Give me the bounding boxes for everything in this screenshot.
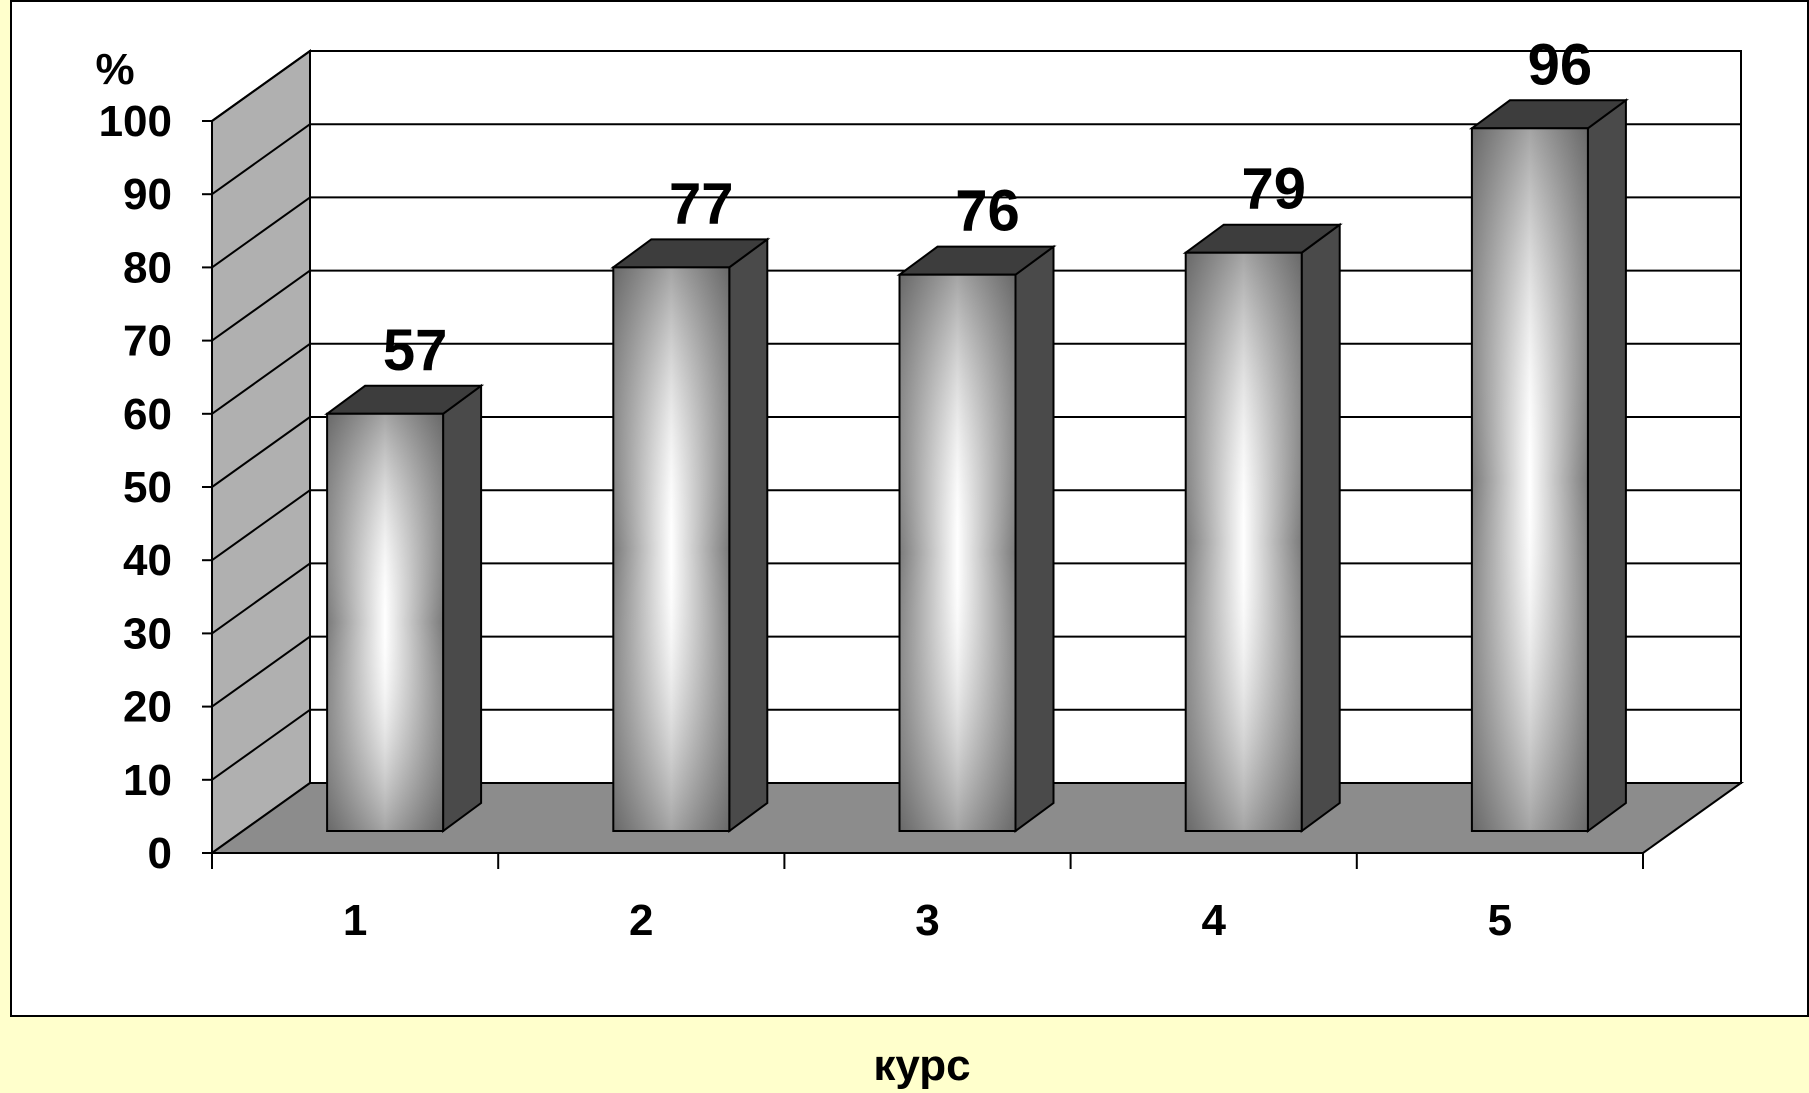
x-axis-title: курс [873,1041,970,1090]
side-gridline [211,708,311,781]
y-tick-label: 10 [123,756,172,805]
x-tick-label: 2 [629,896,653,945]
side-gridline [211,489,311,562]
side-gridline [211,123,311,196]
bar-side-face [1014,244,1055,833]
y-tick-label: 70 [123,317,172,366]
x-tick-label: 3 [915,896,939,945]
x-tick-label: 5 [1488,896,1512,945]
y-tick-label: 20 [123,683,172,732]
side-gridline [211,342,311,415]
bar [324,383,485,833]
data-label: 96 [1528,32,1593,97]
side-gridline [211,269,311,342]
x-axis-ticks: 1 2 3 4 5 [211,853,1644,945]
y-tick-label: 50 [123,463,172,512]
y-tick-label: 30 [123,609,172,658]
bar [896,244,1057,833]
y-tick-label: 40 [123,536,172,585]
side-gridline [211,196,311,269]
y-tick-label: 80 [123,243,172,292]
bar-side-face [728,237,769,833]
bar [610,237,771,833]
bar-front-shade [612,266,731,832]
data-label: 76 [955,179,1020,244]
bar [1468,98,1629,833]
y-tick-label: 60 [123,390,172,439]
y-axis-ticks: 0 10 20 30 40 50 60 70 80 90 100 [99,97,212,878]
bar-front-shade [1470,127,1589,832]
bar-front-shade [1184,251,1303,833]
bar-front-shade [326,412,445,832]
side-gridline [211,416,311,488]
side-gridline [211,635,311,708]
side-gridline [211,50,311,122]
y-tick-label: 0 [148,829,172,878]
data-labels: 57 77 76 79 96 [383,32,1592,382]
bar [1182,222,1343,833]
bar-side-face [1586,98,1627,833]
x-tick-label: 4 [1201,896,1226,945]
bars [324,98,1629,833]
side-gridline [211,562,311,635]
bar-front-shade [898,273,1017,832]
bar-side-face [1300,222,1341,833]
y-tick-label: 90 [123,170,172,219]
y-tick-label: 100 [99,97,172,146]
data-label: 77 [669,171,734,236]
bar-side-face [442,383,483,833]
data-label: 79 [1241,157,1306,222]
y-axis-title: % [95,45,134,94]
data-label: 57 [383,318,448,383]
x-tick-label: 1 [343,896,367,945]
